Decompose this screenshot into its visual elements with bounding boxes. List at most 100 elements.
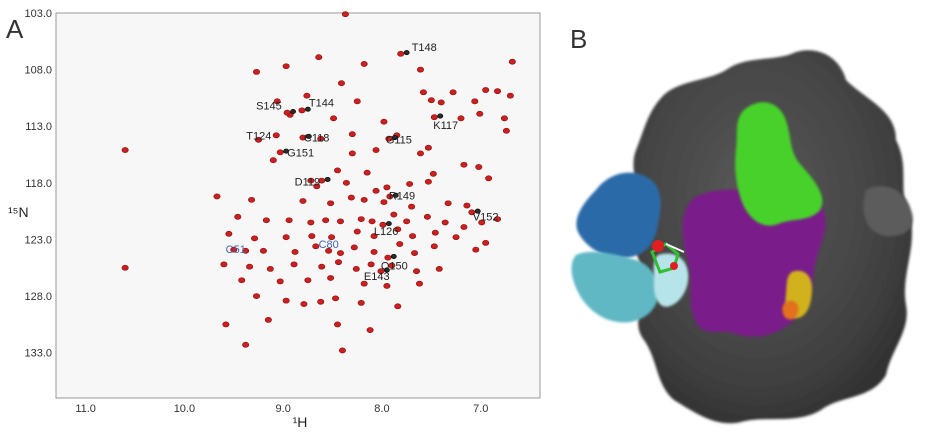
peak-marker: [383, 267, 390, 273]
peak-marker: [121, 264, 129, 271]
peak-marker: [334, 259, 342, 266]
peak-marker: [508, 58, 516, 65]
surface-green: [735, 102, 823, 226]
peak-label: T124: [246, 130, 271, 142]
peak-marker: [394, 226, 402, 233]
surface-light-cyan: [653, 253, 689, 307]
peak-marker: [350, 244, 358, 251]
axis-ticks: 11.0 10.0 9.0 8.0 7.0 103.0 108.0 113.0 118.0 123…: [24, 8, 488, 415]
peak-marker: [337, 80, 345, 87]
peak-marker: [264, 316, 272, 323]
peak-marker: [370, 233, 378, 239]
peak-marker: [416, 150, 424, 157]
peak-label: E143: [364, 271, 390, 283]
peak-marker: [478, 219, 486, 226]
peak-marker: [403, 50, 410, 56]
peak-marker: [248, 196, 256, 203]
peak-marker: [338, 347, 346, 354]
peak-marker: [272, 132, 280, 139]
peak-marker: [368, 218, 376, 225]
peak-marker: [415, 280, 423, 287]
peak-label: G151: [287, 147, 314, 159]
peak-marker: [299, 198, 307, 204]
peak-marker: [482, 239, 490, 246]
peak-marker: [336, 218, 344, 225]
peak-marker: [437, 113, 444, 119]
ligand-stick-model: [650, 240, 685, 274]
peak-marker: [334, 167, 342, 174]
peak-marker: [328, 234, 336, 241]
peak-marker: [386, 193, 394, 200]
y-tick-label: 113.0: [25, 121, 52, 133]
peak-marker: [317, 298, 325, 305]
peak-label: S145: [256, 101, 282, 113]
peak-marker: [384, 254, 392, 261]
peak-marker: [383, 184, 391, 191]
peak-marker: [307, 219, 315, 226]
surface-blue: [576, 172, 661, 259]
peak-marker: [392, 192, 399, 198]
peak-marker: [324, 176, 331, 182]
peak-marker: [372, 187, 380, 194]
peak-marker: [290, 261, 298, 268]
peak-marker: [370, 249, 378, 255]
peak-marker: [435, 266, 443, 272]
peak-marker: [468, 209, 476, 216]
peak-marker: [449, 89, 457, 96]
peak-marker: [325, 247, 333, 254]
peak-marker: [366, 327, 374, 333]
peak-marker: [322, 217, 330, 224]
peak-marker: [299, 134, 307, 141]
peak-marker: [500, 115, 508, 122]
peak-label: G115: [386, 135, 412, 147]
peak-marker: [246, 263, 254, 270]
peak-marker: [327, 200, 335, 207]
y-tick-label: 118.0: [25, 178, 52, 190]
peak-marker: [334, 321, 342, 328]
peak-marker: [482, 87, 490, 93]
peak-marker: [380, 118, 388, 125]
peak-marker: [416, 66, 424, 73]
peak-marker: [408, 203, 416, 210]
peak-marker: [427, 97, 435, 104]
peak-marker: [383, 282, 391, 289]
peak-marker: [266, 266, 274, 272]
peak-marker: [234, 213, 242, 220]
peak-marker: [304, 106, 311, 112]
peak-marker: [460, 161, 468, 168]
peak-marker: [430, 114, 438, 121]
peak-marker: [304, 277, 312, 284]
peak-marker: [285, 217, 293, 224]
peak-marker: [494, 88, 502, 95]
peak-label: Q150: [381, 261, 408, 273]
peak-marker: [242, 247, 250, 254]
x-tick-label: 7.0: [473, 403, 488, 415]
peak-marker: [363, 169, 371, 176]
peak-marker: [225, 230, 233, 237]
peak-label: R149: [389, 190, 415, 202]
x-tick-label: 11.0: [75, 403, 96, 415]
peak-marker: [380, 199, 388, 206]
peak-label: K117: [433, 120, 458, 132]
peak-marker: [367, 261, 375, 268]
peak-marker: [291, 249, 299, 255]
peak-marker: [406, 181, 414, 187]
peak-marker: [290, 109, 296, 115]
peak-marker: [360, 280, 368, 287]
peak-labels-layer: T148 S145 T144 T124 C118 G115 K117 G151 D119 R149…: [226, 42, 499, 283]
peak-marker: [327, 275, 335, 281]
peak-marker: [300, 301, 308, 307]
peak-marker: [485, 175, 493, 182]
peak-marker: [423, 213, 431, 220]
peak-marker: [276, 278, 284, 285]
peak-marker: [353, 228, 361, 235]
peak-marker: [282, 234, 290, 241]
y-tick-label: 128.0: [24, 291, 52, 303]
peak-marker: [419, 89, 427, 96]
peak-marker: [397, 50, 405, 57]
peak-marker: [411, 250, 419, 256]
peak-marker: [318, 263, 326, 270]
peak-marker: [472, 246, 480, 253]
peak-marker: [330, 115, 338, 122]
peak-marker: [460, 224, 468, 230]
